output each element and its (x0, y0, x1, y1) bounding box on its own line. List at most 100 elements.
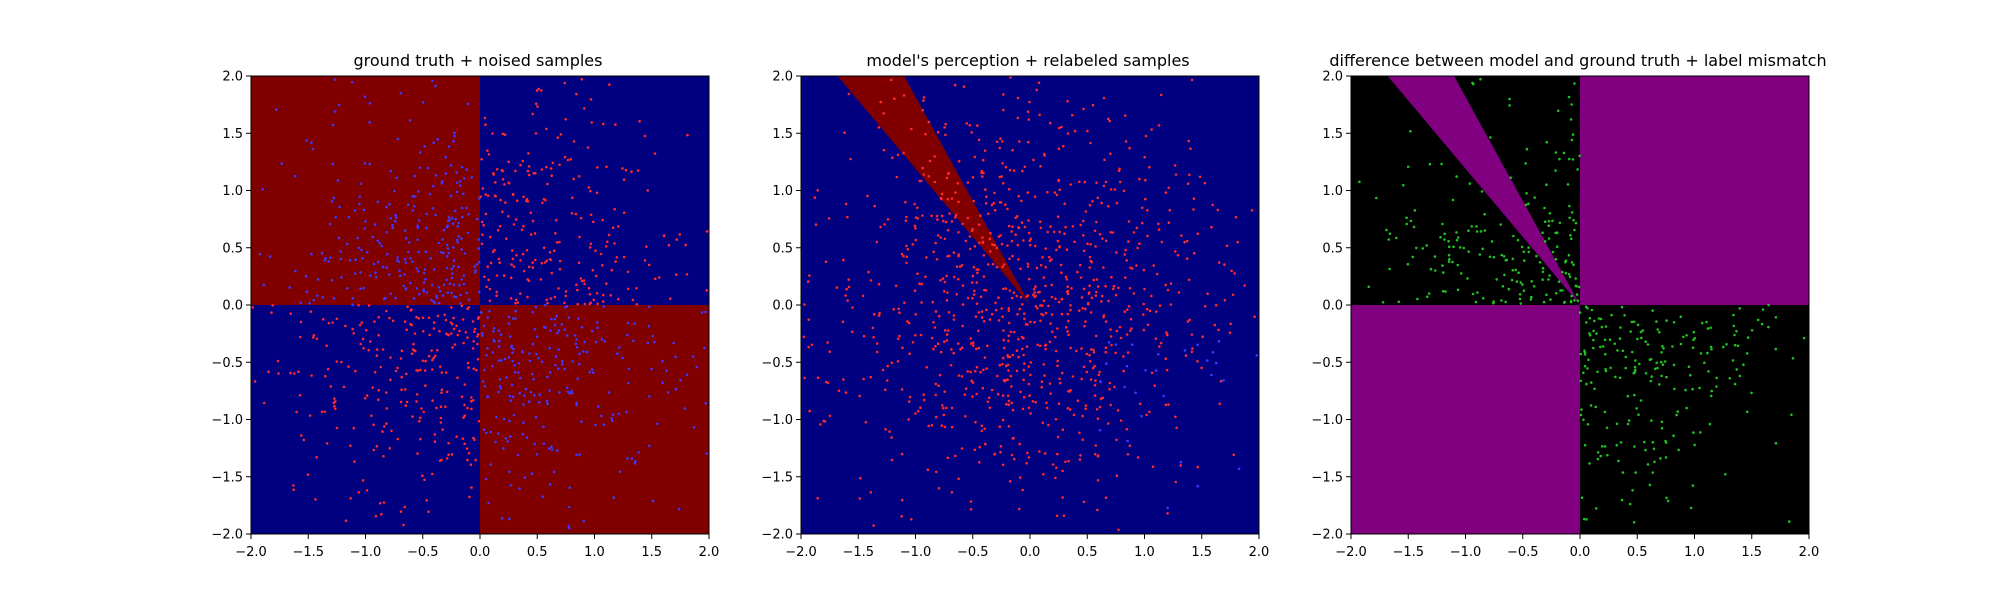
scatter-point (599, 252, 603, 256)
scatter-point (1026, 191, 1030, 194)
scatter-point (1192, 208, 1195, 211)
scatter-point (952, 251, 956, 254)
scatter-point (396, 437, 400, 441)
scatter-point (535, 89, 539, 92)
scatter-point (497, 359, 501, 363)
scatter-point (484, 212, 488, 216)
scatter-point (391, 226, 395, 230)
scatter-point (971, 176, 975, 179)
scatter-point (351, 296, 355, 300)
scatter-point (1479, 77, 1482, 81)
scatter-point (1223, 298, 1227, 302)
scatter-point (943, 390, 946, 393)
scatter-point (617, 225, 620, 228)
scatter-point (470, 486, 473, 489)
scatter-point (570, 389, 573, 393)
x-tick-label: 1.5 (641, 545, 662, 560)
scatter-point (1572, 218, 1575, 222)
scatter-point (1698, 386, 1701, 390)
scatter-point (280, 162, 284, 165)
scatter-point (1406, 165, 1410, 169)
scatter-point (552, 470, 556, 474)
scatter-point (1756, 318, 1760, 322)
scatter-point (1159, 341, 1163, 345)
scatter-point (1001, 265, 1004, 269)
scatter-point (276, 359, 280, 363)
scatter-point (408, 119, 412, 122)
scatter-point (943, 290, 946, 293)
scatter-point (934, 310, 938, 313)
axes: −2.0 −1.5 −1.0 −0.5 0.0 0.5 1.0 1.5 2.0−2.0−1.5−… (1311, 70, 1819, 561)
scatter-point (385, 205, 388, 209)
scatter-point (1117, 528, 1120, 532)
scatter-point (943, 280, 947, 284)
scatter-point (1474, 300, 1478, 304)
scatter-point (327, 321, 331, 325)
scatter-point (1650, 419, 1653, 422)
scatter-point (541, 201, 544, 205)
scatter-point (400, 349, 404, 353)
scatter-point (1705, 320, 1708, 324)
scatter-point (510, 383, 514, 387)
scatter-point (927, 424, 930, 428)
scatter-point (1108, 119, 1111, 123)
x-tick-label: −1.0 (900, 545, 932, 560)
scatter-point (1007, 369, 1010, 372)
scatter-point (1144, 197, 1147, 201)
scatter-point (1503, 273, 1506, 277)
scatter-point (984, 188, 987, 191)
scatter-point (591, 371, 595, 375)
scatter-point (534, 102, 538, 105)
scatter-point (1007, 399, 1011, 403)
scatter-point (325, 344, 328, 348)
scatter-point (431, 358, 434, 362)
scatter-point (954, 216, 957, 219)
scatter-point (1190, 333, 1194, 336)
scatter-point (459, 184, 462, 187)
scatter-point (1174, 250, 1177, 253)
scatter-point (882, 112, 885, 115)
scatter-point (452, 246, 455, 249)
scatter-point (1659, 457, 1662, 460)
scatter-point (381, 430, 384, 433)
scatter-point (1441, 264, 1444, 267)
y-tick-label: −0.5 (761, 356, 793, 371)
scatter-point (1580, 408, 1583, 411)
scatter-point (470, 176, 474, 179)
scatter-point (950, 491, 954, 494)
scatter-point (489, 235, 492, 239)
scatter-point (594, 423, 597, 427)
scatter-point (1508, 104, 1511, 107)
scatter-point (888, 430, 891, 433)
scatter-point (337, 103, 341, 107)
scatter-point (1146, 323, 1150, 327)
scatter-point (486, 395, 490, 398)
scatter-point (1575, 284, 1578, 288)
scatter-point (437, 301, 441, 305)
scatter-point (1589, 404, 1593, 407)
scatter-point (1451, 198, 1455, 202)
scatter-point (1643, 440, 1646, 444)
scatter-point (956, 182, 960, 185)
scatter-point (589, 301, 593, 305)
scatter-point (333, 78, 337, 81)
scatter-point (1617, 459, 1620, 463)
scatter-point (1126, 439, 1129, 443)
scatter-point (1150, 128, 1153, 131)
scatter-point (347, 215, 351, 219)
scatter-point (921, 166, 924, 170)
scatter-point (1057, 179, 1060, 183)
scatter-point (413, 332, 417, 335)
scatter-point (1111, 287, 1115, 291)
scatter-point (1703, 361, 1706, 365)
scatter-point (1082, 219, 1085, 223)
scatter-point (862, 377, 865, 381)
scatter-point (423, 268, 427, 271)
scatter-point (471, 320, 475, 323)
scatter-point (1604, 368, 1607, 371)
scatter-point (522, 195, 525, 199)
scatter-point (421, 101, 425, 104)
scatter-point (396, 366, 399, 370)
scatter-point (1691, 346, 1695, 350)
scatter-point (1048, 382, 1052, 385)
